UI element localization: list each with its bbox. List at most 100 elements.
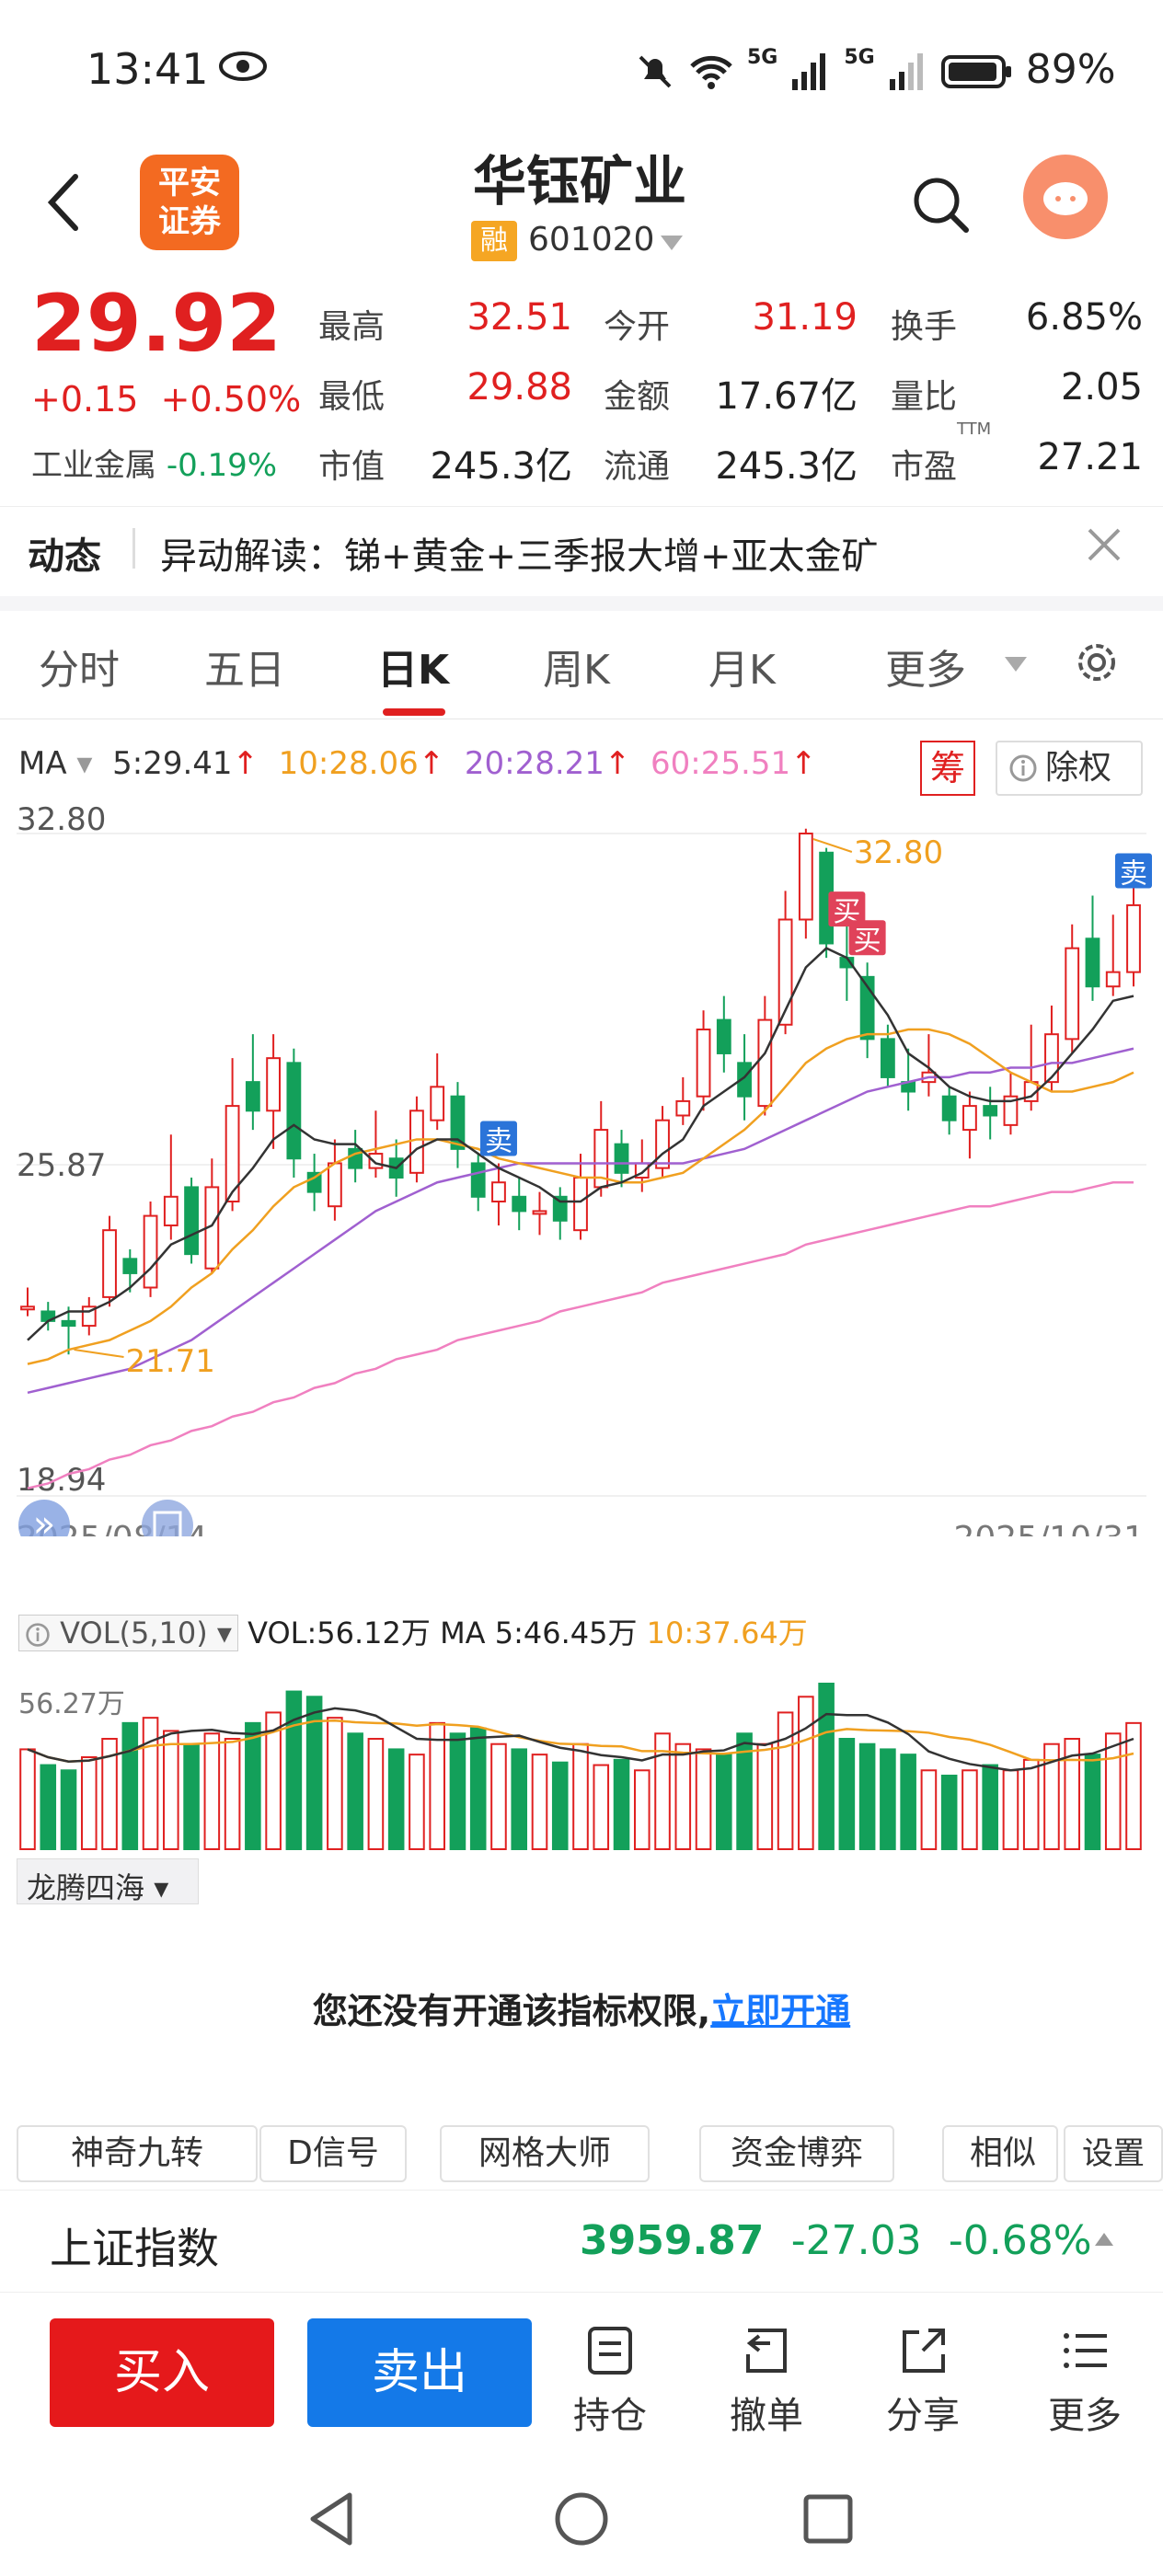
volume-bar	[347, 1732, 363, 1850]
candle-body	[491, 1181, 506, 1202]
caret-up-icon[interactable]	[1093, 2231, 1115, 2248]
indicator-button-magic-nine[interactable]: 神奇九转	[17, 2125, 258, 2182]
nav-home-icon[interactable]	[552, 2490, 611, 2548]
volume-bar	[940, 1775, 958, 1850]
candle-body	[1105, 971, 1121, 988]
volume-bar	[593, 1764, 610, 1850]
share-button[interactable]: 分享	[872, 2323, 973, 2439]
more-button[interactable]: 更多	[1034, 2323, 1135, 2439]
candle-body	[225, 1105, 240, 1202]
quote-value: 32.51	[466, 296, 572, 339]
industry-name: 工业金属	[31, 447, 156, 484]
buy-button[interactable]: 买入	[50, 2318, 274, 2427]
last-price: 29.92	[31, 278, 282, 370]
status-time: 13:41	[86, 44, 209, 94]
volume-bar	[633, 1769, 651, 1850]
candle-body	[163, 1195, 178, 1226]
assistant-avatar[interactable]	[1023, 155, 1108, 239]
tab-five-day[interactable]: 五日	[204, 647, 285, 694]
stock-name[interactable]: 华钰矿业	[472, 150, 686, 213]
volume-bar	[511, 1748, 528, 1850]
indicator-selector[interactable]: 龙腾四海 ▾	[17, 1858, 199, 1905]
close-icon[interactable]	[1084, 524, 1124, 565]
volume-bar	[142, 1717, 159, 1851]
quote-value: 27.21	[1037, 436, 1143, 478]
y-axis-label: 32.80	[17, 801, 106, 838]
positions-button[interactable]: 持仓	[559, 2323, 661, 2439]
tab-monthly-k[interactable]: 月K	[708, 647, 776, 694]
quote-label: 流通	[604, 448, 671, 486]
permission-text: 您还没有开通该指标权限,	[312, 1991, 711, 2031]
logo-line-1: 平安	[158, 165, 221, 201]
quote-value: 6.85%	[1025, 296, 1143, 339]
nav-back-icon[interactable]	[304, 2490, 359, 2548]
chat-bubble-icon	[1043, 182, 1088, 215]
candle-body	[798, 833, 813, 921]
quote-label: 今开	[604, 308, 671, 346]
expand-button	[18, 1500, 70, 1536]
search-icon[interactable]	[911, 175, 970, 234]
volume-bar	[695, 1748, 712, 1850]
indicator-button-d-signal[interactable]: D信号	[259, 2125, 407, 2182]
nav-recents-icon[interactable]	[800, 2491, 856, 2547]
tab-daily-k[interactable]: 日K	[377, 647, 450, 694]
volume-bar	[1064, 1738, 1081, 1850]
tab-weekly-k[interactable]: 周K	[543, 647, 610, 694]
candlestick-chart[interactable]: 32.8025.8718.9432.8021.71买买卖卖2025/08/142…	[0, 800, 1163, 1536]
candle-body	[675, 1099, 691, 1117]
volume-bar	[449, 1732, 466, 1850]
signal-icon	[889, 53, 923, 90]
candle-body	[122, 1258, 138, 1274]
indicator-name: 龙腾四海	[27, 1870, 145, 1905]
index-value: 3959.87	[580, 2217, 765, 2264]
index-bar[interactable]	[0, 2190, 1163, 2293]
index-percent: -0.68%	[948, 2217, 1092, 2264]
volume-bar	[716, 1754, 732, 1850]
volume-bar	[490, 1742, 507, 1850]
cancel-order-button[interactable]: 撤单	[716, 2323, 817, 2439]
ma-line-ma5	[27, 947, 1134, 1341]
indicator-button-grid-master[interactable]: 网格大师	[440, 2125, 650, 2182]
volume-bar	[1125, 1721, 1142, 1850]
ex-rights-button[interactable]: 除权	[996, 741, 1143, 796]
fullscreen-icon	[153, 1511, 182, 1536]
volume-chart[interactable]: 56.27万	[0, 1656, 1163, 1858]
sell-button[interactable]: 卖出	[307, 2318, 532, 2427]
active-tab-indicator	[383, 708, 445, 716]
volume-bar	[101, 1738, 118, 1850]
volume-legend[interactable]: VOL(5,10) ▾ VOL:56.12万 MA 5:46.45万 10:37…	[18, 1610, 808, 1652]
news-ticker[interactable]	[0, 506, 1163, 589]
candle-body	[1044, 1033, 1059, 1084]
caret-down-icon[interactable]	[659, 234, 685, 252]
candle-body	[757, 1018, 773, 1108]
ex-rights-label: 除权	[1045, 749, 1112, 787]
caret-down-icon[interactable]	[1003, 655, 1029, 673]
ma-legend[interactable]: MA ▾ 5:29.41↑ 10:28.06↑ 20:28.21↑ 60:25.…	[18, 745, 817, 782]
volume-ma5: MA 5:46.45万	[440, 1616, 638, 1650]
gear-icon[interactable]	[1071, 637, 1123, 688]
indicator-settings-button[interactable]: 设置	[1064, 2125, 1163, 2182]
section-divider	[0, 596, 1163, 611]
back-button[interactable]	[44, 173, 81, 232]
chip-distribution-button[interactable]: 筹	[920, 741, 975, 796]
candle-body	[1085, 937, 1100, 988]
tab-intraday[interactable]: 分时	[39, 647, 120, 694]
info-icon	[26, 1623, 50, 1647]
news-headline[interactable]: 异动解读：锑+黄金+三季报大增+亚太金矿	[160, 535, 879, 578]
tab-more[interactable]: 更多	[885, 647, 966, 694]
ma-line-ma60	[27, 1180, 1134, 1489]
indicator-button-fund-game[interactable]: 资金博弈	[699, 2125, 894, 2182]
industry-change[interactable]: 工业金属 -0.19%	[31, 440, 277, 485]
margin-badge: 融	[471, 221, 517, 261]
activate-link[interactable]: 立即开通	[710, 1991, 851, 2031]
stock-code[interactable]: 601020	[528, 221, 655, 259]
positions-label: 持仓	[573, 2395, 647, 2437]
volume-bar	[961, 1769, 978, 1850]
indicator-button-similar-k[interactable]: 相似K	[942, 2125, 1058, 2182]
candle-body	[20, 1305, 35, 1311]
quote-label: 换手	[891, 308, 958, 346]
ma10-value: 10:28.06	[278, 745, 419, 782]
volume-bar	[387, 1748, 405, 1850]
mute-icon	[639, 55, 672, 88]
more-label: 更多	[1048, 2395, 1122, 2437]
